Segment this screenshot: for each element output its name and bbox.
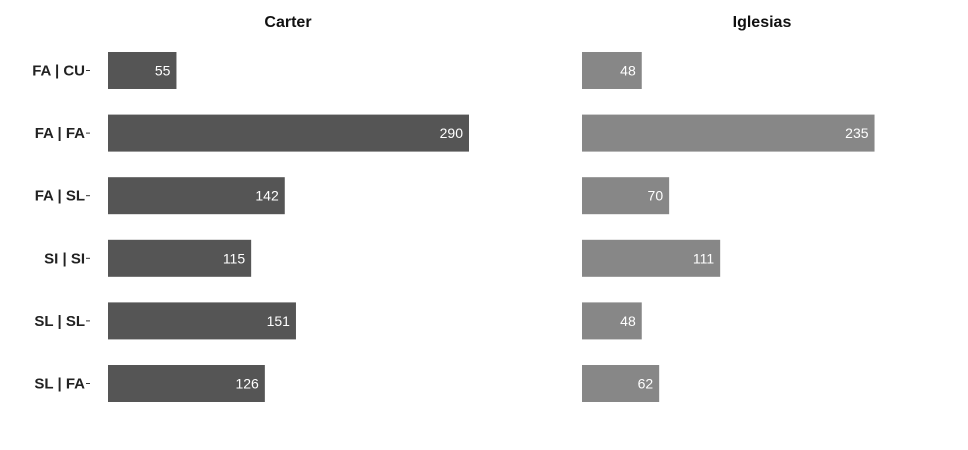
bar [108, 177, 285, 215]
bar-value-label: 290 [440, 125, 464, 141]
bar [108, 365, 265, 402]
bar [582, 52, 642, 89]
bar [108, 52, 177, 89]
bar [582, 302, 642, 340]
category-label: FA | SL [35, 188, 85, 205]
bar [108, 302, 296, 340]
category-label: SI | SI [44, 250, 85, 267]
bar [582, 239, 721, 277]
bar-value-label: 142 [255, 188, 279, 204]
bar-value-label: 115 [223, 250, 246, 266]
category-label: FA | CU [32, 63, 85, 80]
bar [582, 114, 875, 152]
panel-title: Carter [264, 14, 311, 31]
bar [582, 177, 670, 215]
panel-title: Iglesias [733, 14, 792, 31]
bar-value-label: 111 [693, 250, 714, 266]
bar-value-label: 70 [648, 188, 664, 204]
bar-value-label: 151 [267, 313, 291, 329]
bar [108, 239, 252, 277]
bar-value-label: 126 [235, 376, 259, 392]
bar [108, 114, 469, 152]
bar-value-label: 235 [845, 125, 869, 141]
bar-value-label: 62 [638, 376, 654, 392]
category-label: SL | FA [34, 376, 85, 393]
bar-value-label: 48 [620, 313, 636, 329]
bar-value-label: 48 [620, 63, 636, 79]
bar [582, 365, 660, 402]
category-label: SL | SL [34, 313, 85, 330]
bar-value-label: 55 [155, 63, 171, 79]
category-label: FA | FA [35, 125, 85, 142]
